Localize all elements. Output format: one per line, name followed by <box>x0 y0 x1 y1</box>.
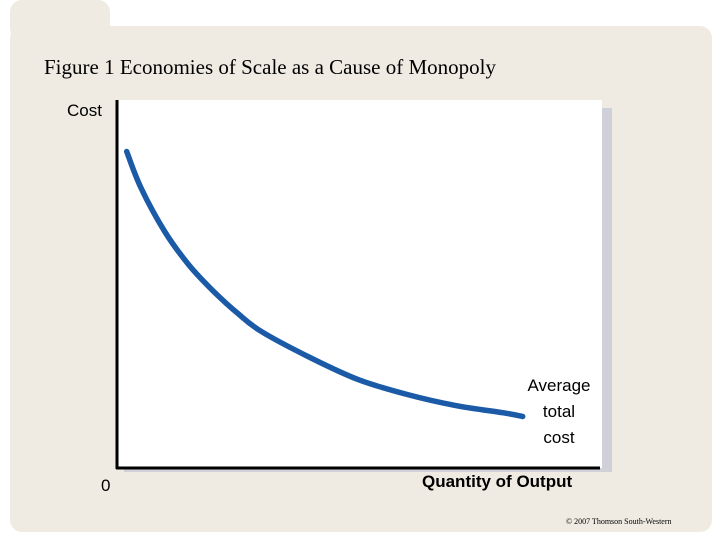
average-total-cost-curve <box>123 148 526 420</box>
x-axis-label: Quantity of Output <box>422 472 573 491</box>
y-axis-label: Cost <box>67 101 102 120</box>
copyright-text: © 2007 Thomson South-Western <box>566 517 672 526</box>
origin-label: 0 <box>101 476 111 495</box>
chart-title: Figure 1 Economies of Scale as a Cause o… <box>44 55 496 79</box>
slide-frame-tab <box>10 0 110 40</box>
curve-label-average-total-cost: Average total cost <box>527 376 591 447</box>
plot-area <box>116 100 602 468</box>
